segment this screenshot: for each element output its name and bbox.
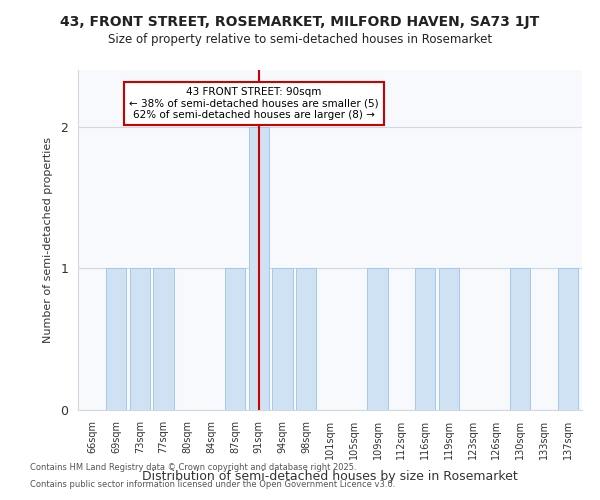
Bar: [296, 268, 316, 410]
Text: Contains HM Land Registry data © Crown copyright and database right 2025.: Contains HM Land Registry data © Crown c…: [30, 464, 356, 472]
Bar: [272, 268, 293, 410]
Bar: [367, 268, 388, 410]
Bar: [510, 268, 530, 410]
Bar: [557, 268, 578, 410]
Bar: [106, 268, 126, 410]
Bar: [415, 268, 435, 410]
Text: 43 FRONT STREET: 90sqm
← 38% of semi-detached houses are smaller (5)
62% of semi: 43 FRONT STREET: 90sqm ← 38% of semi-det…: [129, 87, 379, 120]
Bar: [154, 268, 173, 410]
Text: Contains public sector information licensed under the Open Government Licence v3: Contains public sector information licen…: [30, 480, 395, 489]
X-axis label: Distribution of semi-detached houses by size in Rosemarket: Distribution of semi-detached houses by …: [142, 470, 518, 483]
Bar: [248, 126, 269, 410]
Y-axis label: Number of semi-detached properties: Number of semi-detached properties: [43, 137, 53, 343]
Bar: [225, 268, 245, 410]
Bar: [130, 268, 150, 410]
Text: 43, FRONT STREET, ROSEMARKET, MILFORD HAVEN, SA73 1JT: 43, FRONT STREET, ROSEMARKET, MILFORD HA…: [61, 15, 539, 29]
Bar: [439, 268, 459, 410]
Text: Size of property relative to semi-detached houses in Rosemarket: Size of property relative to semi-detach…: [108, 32, 492, 46]
